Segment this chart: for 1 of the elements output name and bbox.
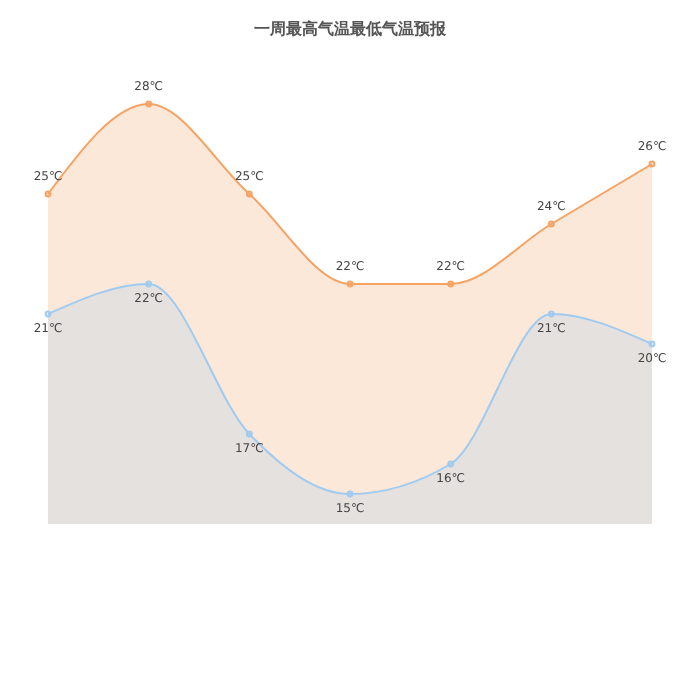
- chart-title: 一周最高气温最低气温预报: [254, 20, 446, 38]
